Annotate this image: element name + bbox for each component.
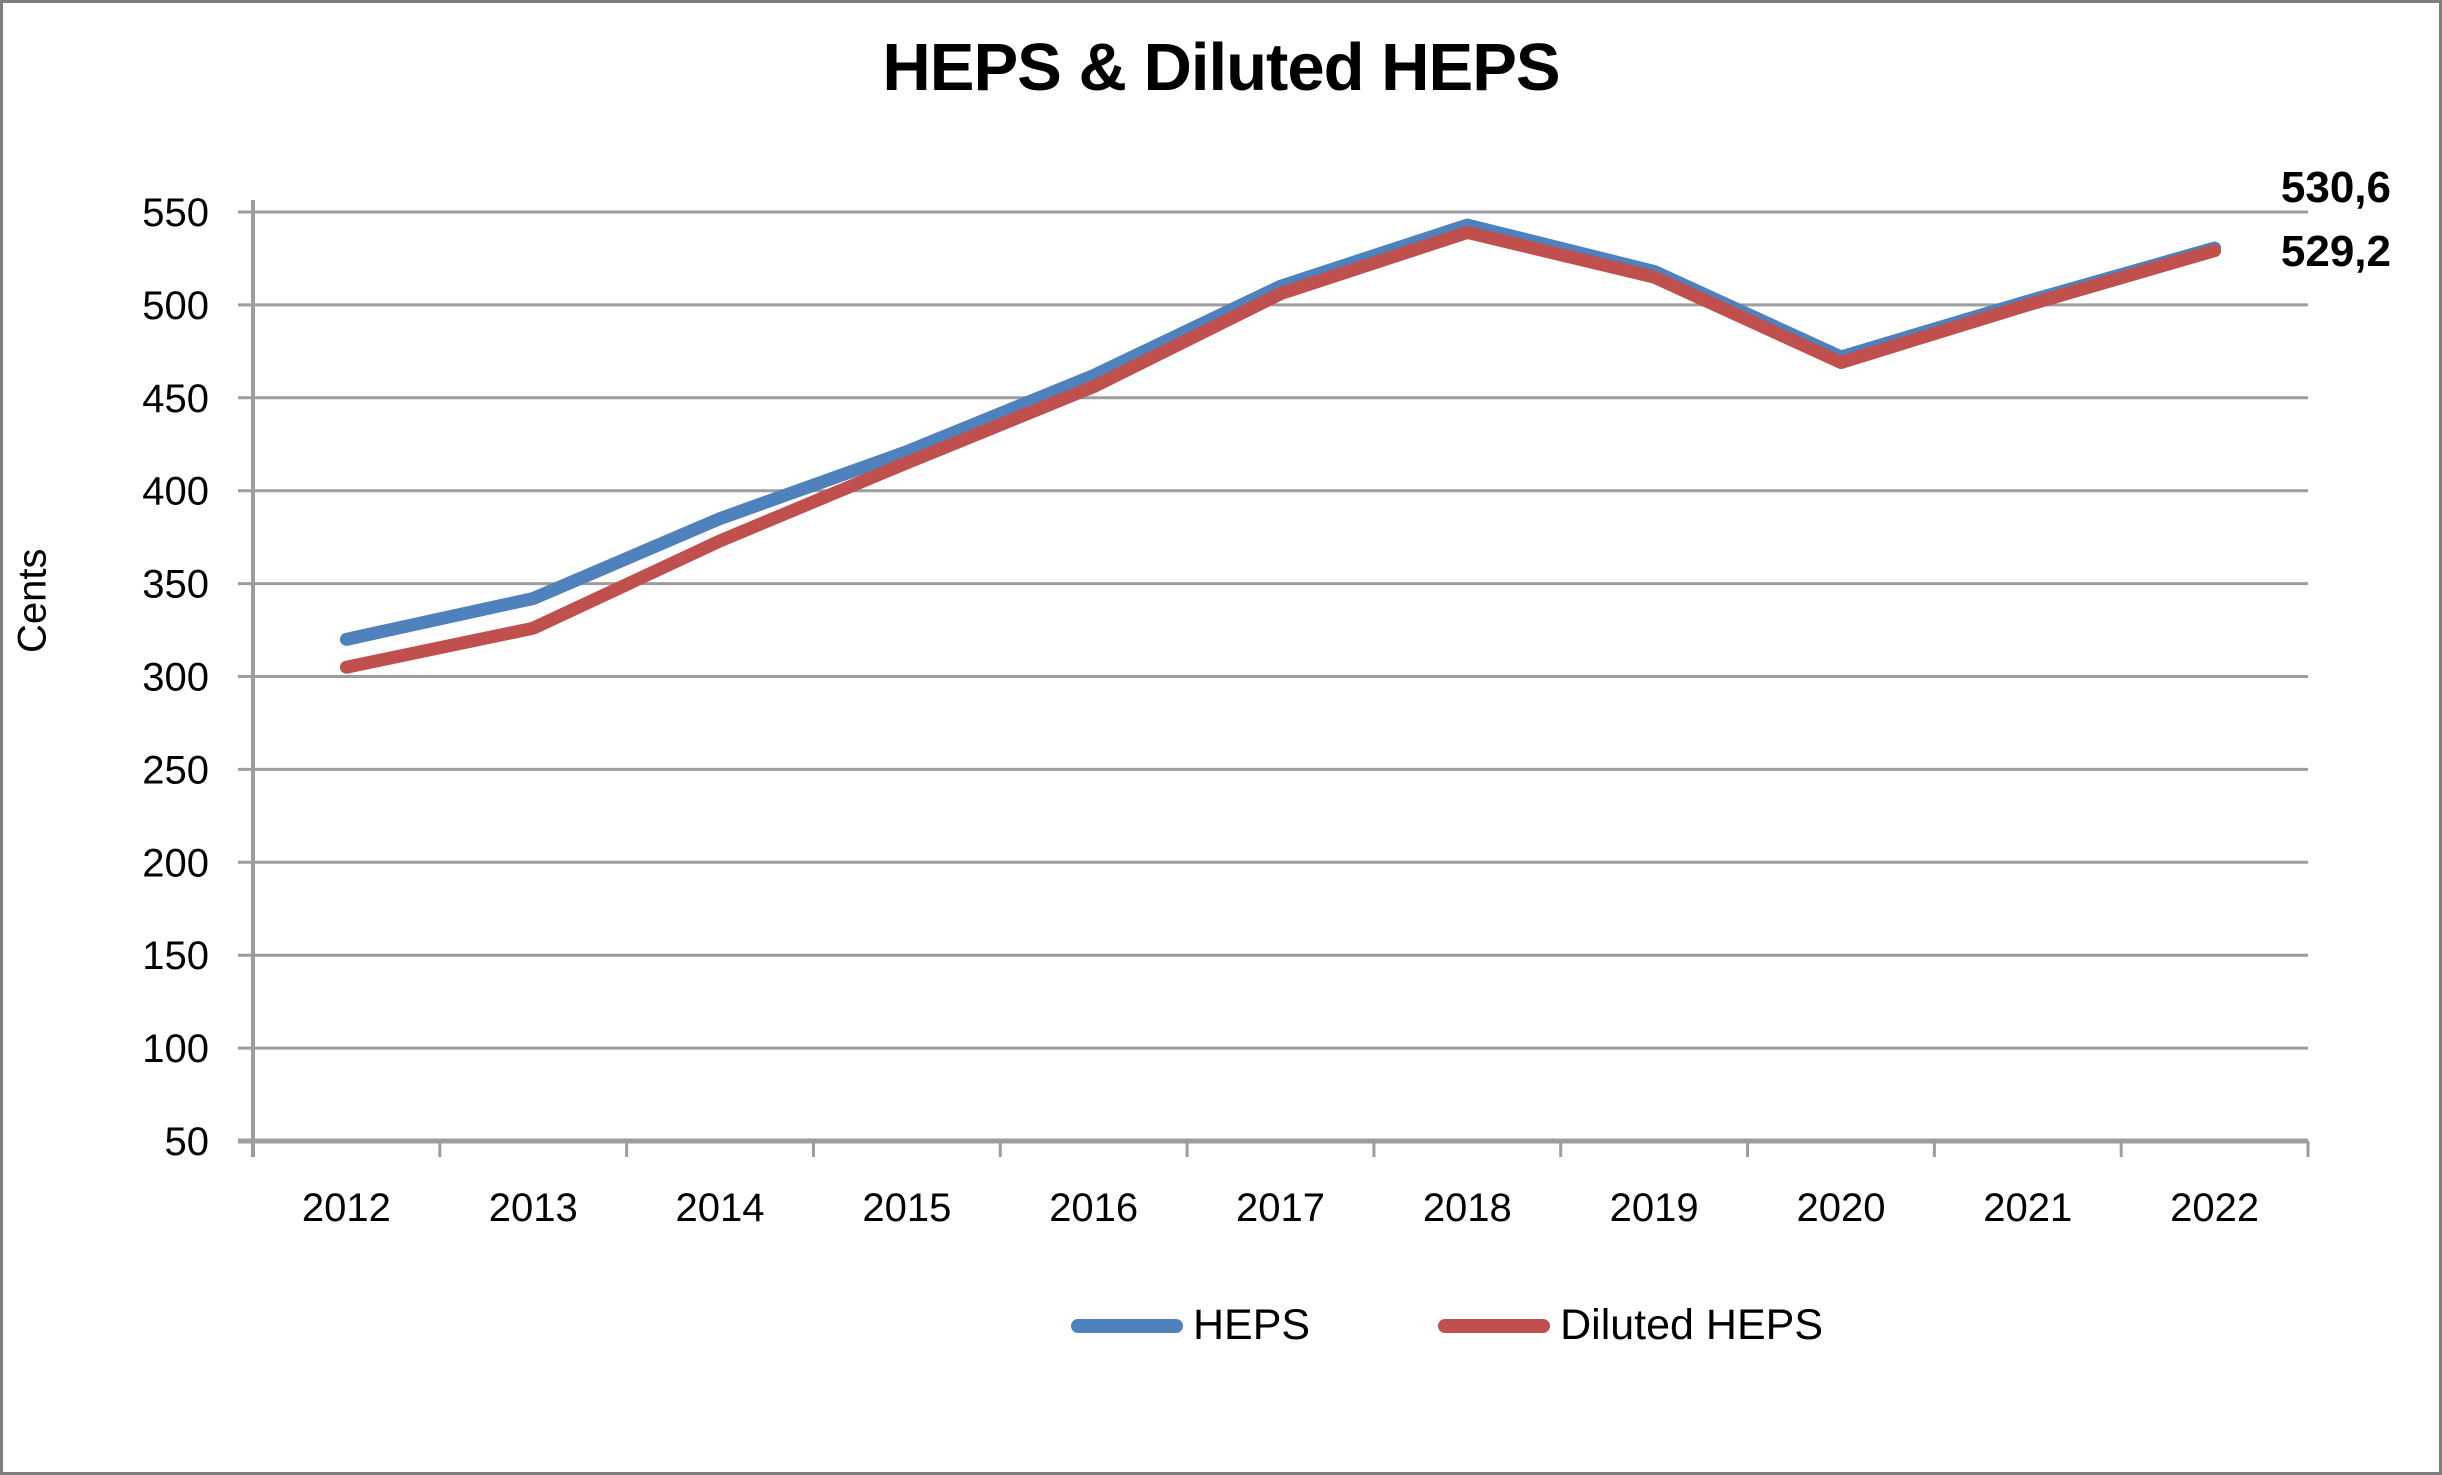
y-tick-label: 450 bbox=[142, 377, 209, 421]
x-tick-label: 2015 bbox=[862, 1186, 951, 1230]
x-tick-label: 2021 bbox=[1983, 1186, 2072, 1230]
data-label-diluted-heps-2022: 529,2 bbox=[2280, 226, 2391, 276]
chart-title: HEPS & Diluted HEPS bbox=[882, 30, 1560, 105]
diluted-heps-line-swatch-icon bbox=[1438, 1318, 1551, 1333]
y-tick-label: 350 bbox=[142, 563, 209, 607]
x-tick-label: 2019 bbox=[1610, 1186, 1699, 1230]
legend-label-heps: HEPS bbox=[1193, 1301, 1311, 1349]
chart-legend: HEPS Diluted HEPS bbox=[1071, 1301, 1823, 1350]
heps-line-swatch-icon bbox=[1071, 1318, 1183, 1333]
data-label-heps-2022: 530,6 bbox=[2280, 163, 2391, 213]
x-tick-label: 2022 bbox=[2170, 1186, 2259, 1230]
y-tick-label: 250 bbox=[142, 748, 209, 792]
legend-item-heps: HEPS bbox=[1071, 1301, 1310, 1350]
x-tick-label: 2014 bbox=[676, 1186, 765, 1230]
series-line-diluted-heps bbox=[339, 225, 2222, 674]
x-tick-label: 2017 bbox=[1236, 1186, 1325, 1230]
x-tick-label: 2012 bbox=[302, 1186, 391, 1230]
y-tick-label: 550 bbox=[142, 191, 209, 235]
y-tick-label: 300 bbox=[142, 656, 209, 700]
y-tick-label: 200 bbox=[142, 841, 209, 885]
y-tick-label: 50 bbox=[165, 1120, 210, 1164]
y-tick-label: 150 bbox=[142, 934, 209, 978]
legend-label-diluted-heps: Diluted HEPS bbox=[1560, 1301, 1824, 1349]
x-tick-label: 2020 bbox=[1796, 1186, 1885, 1230]
y-tick-label: 100 bbox=[142, 1027, 209, 1071]
y-tick-label: 400 bbox=[142, 470, 209, 514]
x-tick-label: 2016 bbox=[1049, 1186, 1138, 1230]
line-chart-canvas: 550 500 450 400 350 300 250 200 150 100 50 2012 2013… bbox=[142, 191, 2310, 1230]
legend-item-diluted-heps: Diluted HEPS bbox=[1438, 1301, 1823, 1350]
y-tick-label: 500 bbox=[142, 284, 209, 328]
x-tick-label: 2018 bbox=[1423, 1186, 1512, 1230]
x-tick-label: 2013 bbox=[489, 1186, 578, 1230]
y-axis-title: Cents bbox=[10, 548, 55, 654]
